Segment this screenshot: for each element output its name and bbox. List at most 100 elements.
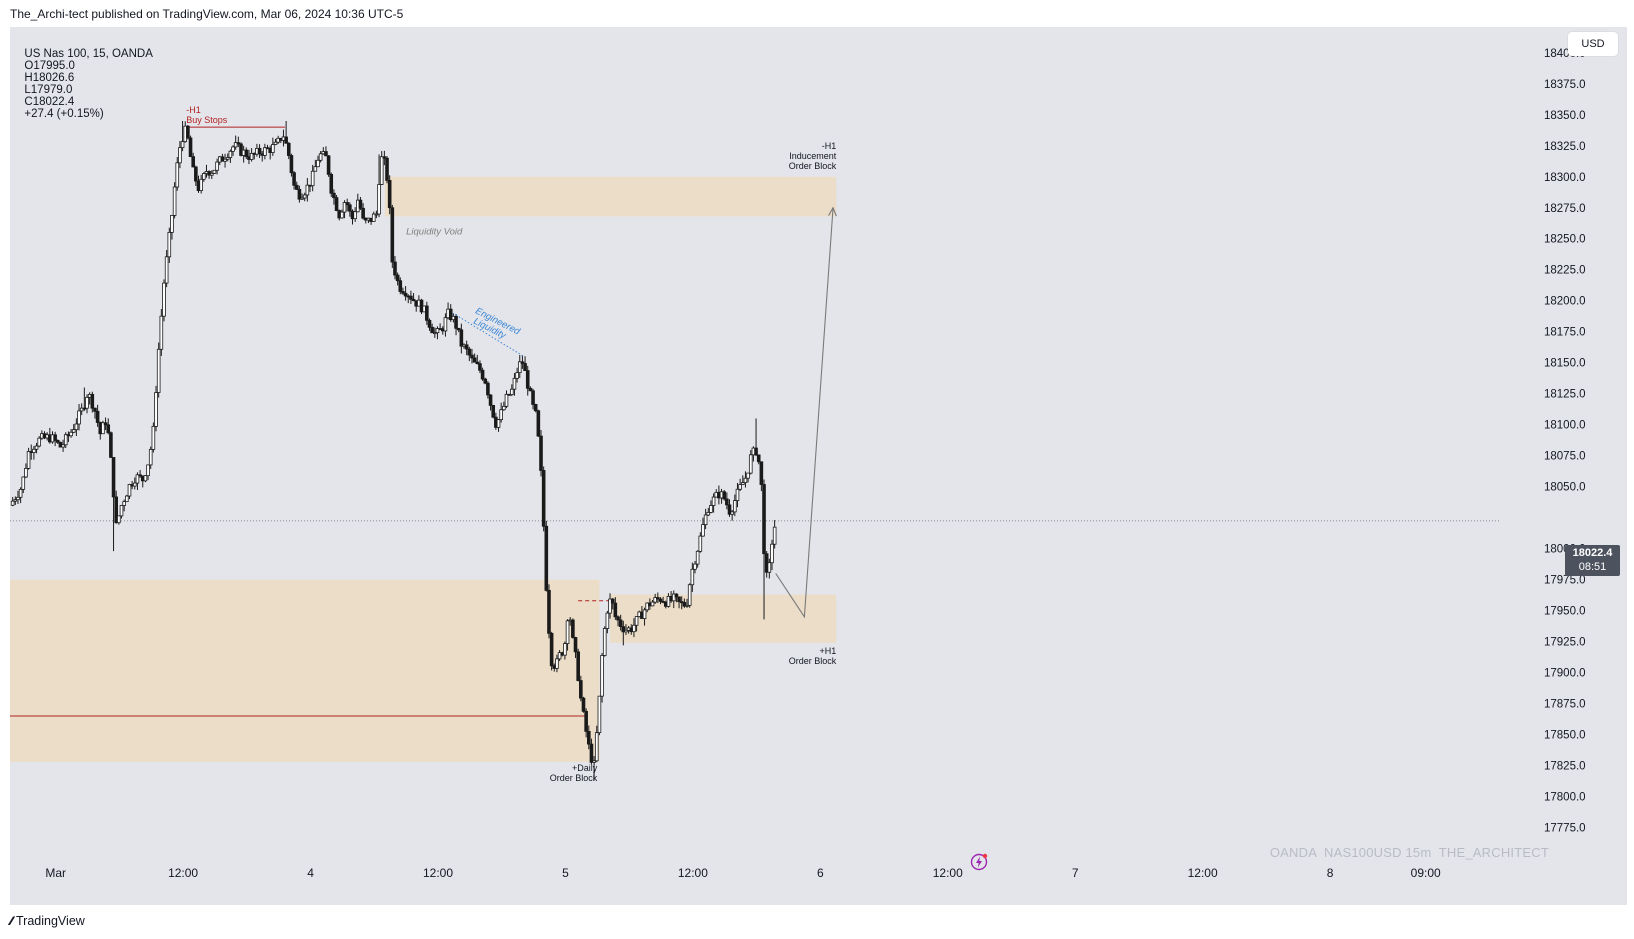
bar-countdown: 08:51 bbox=[1578, 561, 1607, 573]
bolt-icon[interactable] bbox=[970, 853, 988, 871]
candle bbox=[127, 483, 132, 500]
candle bbox=[162, 279, 166, 322]
candle bbox=[632, 618, 636, 638]
candle bbox=[435, 326, 440, 340]
candle bbox=[154, 385, 158, 432]
candle bbox=[18, 487, 23, 504]
y-tick-label: 18100.0 bbox=[1544, 420, 1586, 432]
x-tick-label: Mar bbox=[45, 866, 66, 880]
candle-body bbox=[690, 568, 695, 586]
candle-body bbox=[642, 609, 647, 619]
candle bbox=[409, 290, 413, 305]
candle-body bbox=[85, 396, 89, 409]
y-tick-label: 17825.0 bbox=[1544, 761, 1586, 773]
candle-body bbox=[37, 437, 42, 447]
candle bbox=[576, 648, 580, 682]
y-tick-label: 18175.0 bbox=[1544, 327, 1586, 339]
candle bbox=[233, 135, 238, 150]
candle-body bbox=[117, 515, 121, 524]
candle bbox=[175, 156, 180, 191]
candle bbox=[592, 756, 596, 781]
candle-body bbox=[345, 202, 349, 206]
candle bbox=[748, 450, 753, 475]
candle bbox=[735, 482, 740, 508]
candle-body bbox=[706, 512, 711, 516]
y-tick-label: 17775.0 bbox=[1544, 823, 1586, 835]
candle-body bbox=[470, 354, 474, 359]
candle-body bbox=[767, 562, 772, 573]
candle-body bbox=[390, 207, 395, 263]
candle bbox=[443, 313, 448, 337]
symbol-name: US Nas 100, 15, OANDA bbox=[24, 48, 153, 60]
candle-body bbox=[398, 280, 403, 292]
candle bbox=[82, 387, 87, 411]
candle bbox=[300, 193, 304, 200]
y-tick-label: 18225.0 bbox=[1544, 265, 1586, 277]
candle-body bbox=[504, 393, 509, 407]
publisher-line: The_Archi-tect published on TradingView.… bbox=[10, 7, 404, 21]
x-tick-label: 5 bbox=[562, 866, 569, 880]
candle bbox=[122, 499, 126, 512]
candle bbox=[332, 189, 336, 205]
candle-body bbox=[605, 612, 610, 629]
candle-body bbox=[677, 596, 681, 603]
ohlc-high: H18026.6 bbox=[24, 72, 75, 84]
candle bbox=[687, 583, 692, 608]
projection-arrowhead bbox=[828, 206, 837, 217]
candle-body bbox=[608, 598, 612, 614]
candle bbox=[326, 154, 331, 177]
candle-body bbox=[597, 695, 602, 734]
y-tick-label: 17875.0 bbox=[1544, 699, 1586, 711]
candle bbox=[37, 436, 42, 448]
candle bbox=[103, 417, 108, 431]
y-tick-label: 17925.0 bbox=[1544, 637, 1586, 649]
candle bbox=[730, 509, 734, 521]
ohlc-close: C18022.4 bbox=[24, 96, 75, 108]
h1-order-block-label: Order Block bbox=[789, 656, 837, 666]
candle-body bbox=[759, 461, 764, 485]
candle bbox=[456, 327, 461, 333]
candle-body bbox=[263, 147, 267, 156]
candle-body bbox=[188, 137, 193, 158]
buy-stops-label: -H1 bbox=[186, 105, 201, 115]
candle bbox=[499, 402, 503, 423]
candle-body bbox=[244, 149, 249, 158]
candle bbox=[348, 202, 352, 217]
candle-body bbox=[127, 484, 132, 497]
candle-body bbox=[475, 361, 480, 365]
candle-body bbox=[727, 504, 732, 515]
candle-body bbox=[53, 434, 57, 441]
candle bbox=[767, 558, 772, 579]
candle bbox=[101, 420, 105, 435]
candle-body bbox=[701, 524, 705, 537]
tradingview-logo[interactable]: ⁄⁄ TradingView bbox=[10, 914, 85, 928]
candle bbox=[310, 164, 315, 192]
candle-body bbox=[743, 477, 748, 484]
currency-button[interactable]: USD bbox=[1568, 32, 1618, 56]
candle bbox=[61, 439, 65, 452]
candle-body bbox=[433, 332, 437, 335]
zones-layer bbox=[10, 176, 837, 762]
candle bbox=[658, 597, 663, 605]
zone-daily-order-block bbox=[10, 579, 600, 762]
last-price-badge: 18022.4 08:51 bbox=[1565, 545, 1620, 576]
candle bbox=[533, 403, 538, 413]
candle bbox=[608, 593, 612, 619]
candle bbox=[313, 159, 318, 172]
candle-body bbox=[74, 423, 79, 431]
candle bbox=[148, 446, 153, 469]
candle bbox=[478, 360, 482, 374]
daily-order-block-label: +Daily bbox=[572, 763, 598, 773]
candle-body bbox=[565, 620, 570, 644]
candle-body bbox=[539, 435, 543, 471]
candle-body bbox=[101, 422, 105, 435]
candle-body bbox=[225, 157, 230, 160]
candle-body bbox=[658, 598, 663, 602]
x-tick-label: 12:00 bbox=[678, 866, 708, 880]
candle bbox=[425, 301, 429, 325]
candle-body bbox=[586, 731, 591, 745]
candle-body bbox=[90, 393, 95, 409]
x-axis: Mar 12:00 4 12:00 5 12:00 6 12:00 7 12:00 8 09:00 bbox=[45, 866, 1441, 880]
